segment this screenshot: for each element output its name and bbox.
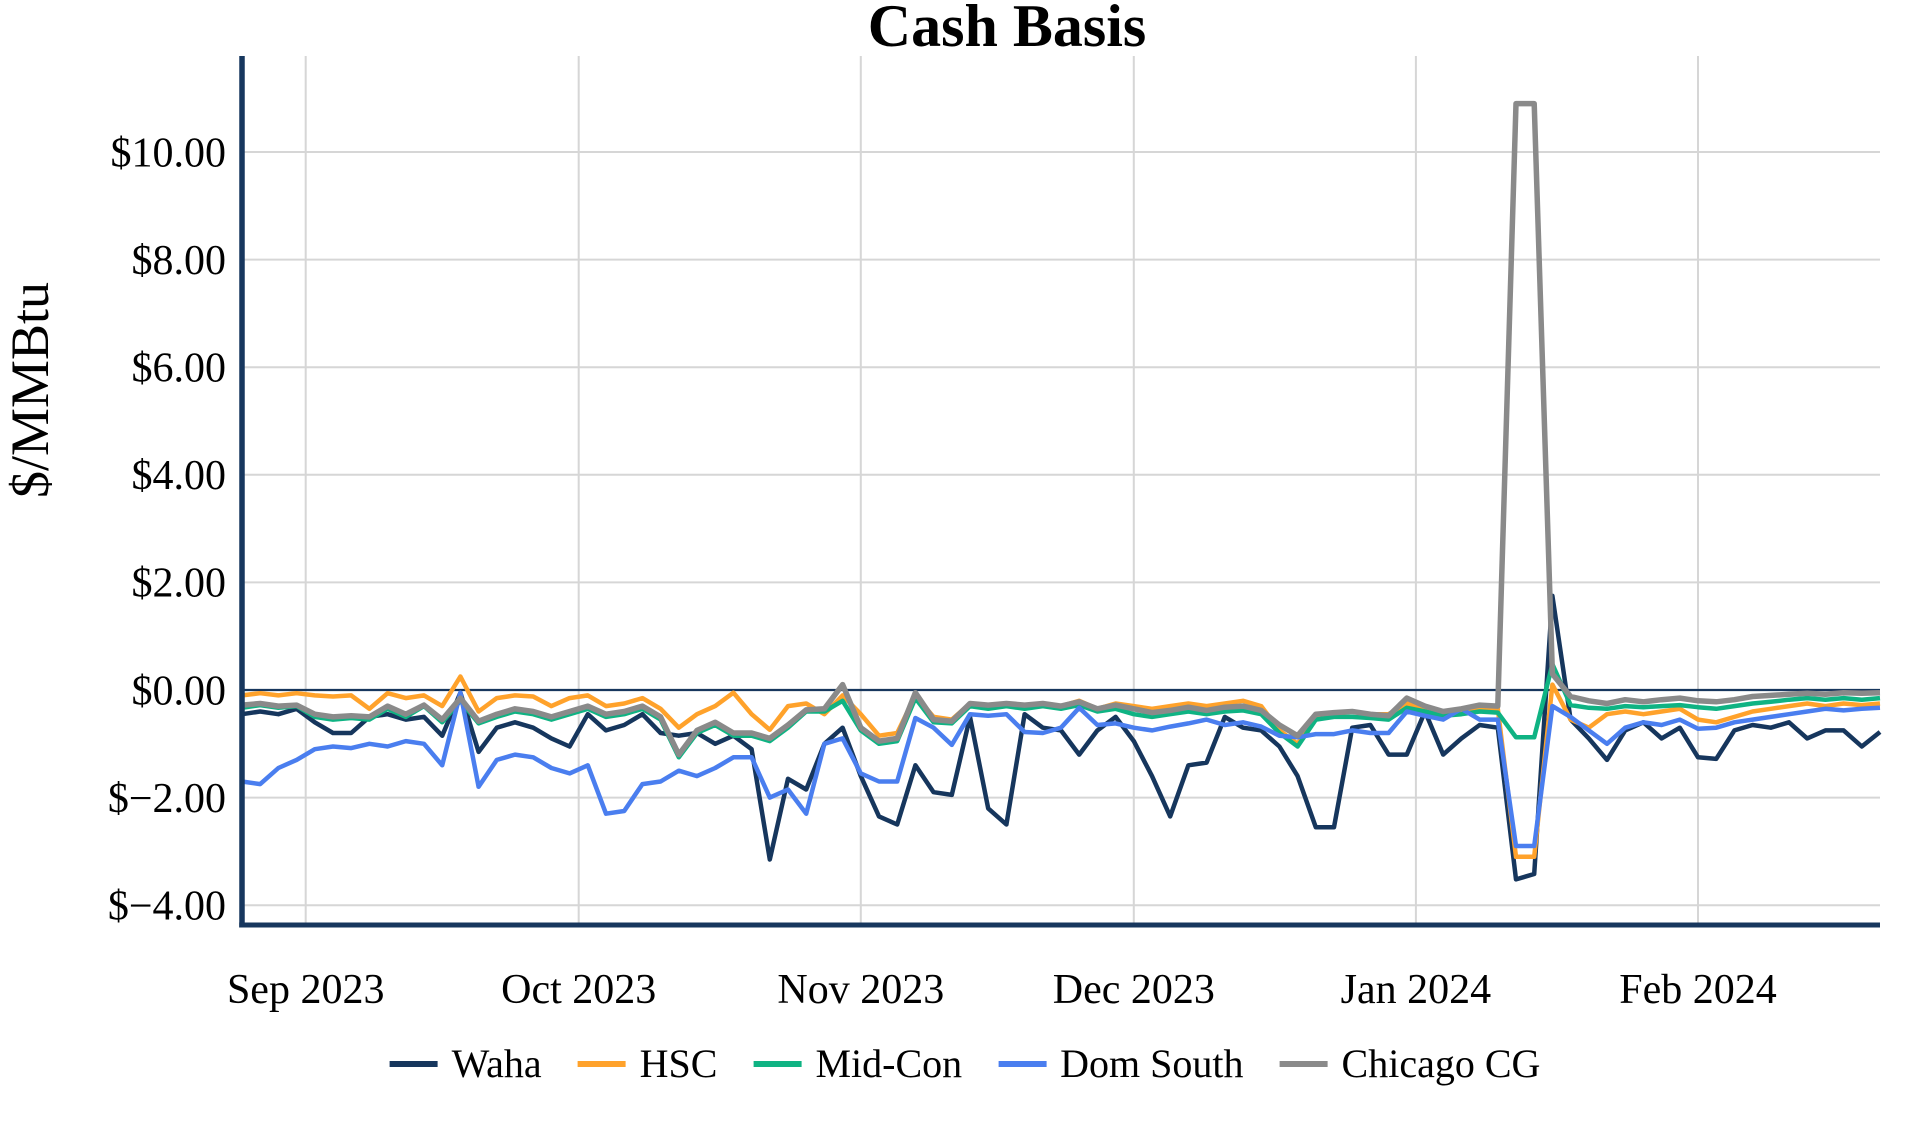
legend-swatch-icon <box>389 1060 438 1067</box>
legend-label: Waha <box>451 1041 542 1086</box>
series-line-chicago-cg <box>241 100 1881 758</box>
axes <box>239 56 1880 928</box>
legend-swatch-icon <box>753 1060 802 1067</box>
x-tick-label: Feb 2024 <box>1619 967 1777 1013</box>
legend-label: HSC <box>639 1041 718 1086</box>
y-tick-label: $0.00 <box>132 668 227 714</box>
legend-swatch-icon <box>998 1060 1047 1067</box>
y-tick-label: $8.00 <box>132 238 227 284</box>
x-tick-label: Sep 2023 <box>227 967 385 1013</box>
legend: Waha HSC Mid-Con Dom South Chicago CG <box>389 1040 1541 1087</box>
y-tick-label: $−4.00 <box>108 883 226 929</box>
chart-title: Cash Basis <box>867 0 1147 59</box>
series-lines <box>241 100 1882 882</box>
legend-label: Dom South <box>1060 1041 1244 1086</box>
legend-item-dom-south: Dom South <box>998 1040 1244 1087</box>
legend-swatch-icon <box>577 1060 626 1067</box>
x-tick-label: Dec 2023 <box>1053 967 1215 1013</box>
legend-label: Chicago CG <box>1341 1041 1541 1086</box>
y-tick-label: $6.00 <box>132 345 227 391</box>
legend-label: Mid-Con <box>815 1041 963 1086</box>
x-tick-labels: Sep 2023 Oct 2023 Nov 2023 Dec 2023 Jan 2024… <box>227 967 1777 1013</box>
x-tick-label: Oct 2023 <box>501 967 656 1013</box>
y-tick-label: $4.00 <box>132 453 227 499</box>
legend-swatch-icon <box>1279 1060 1328 1067</box>
series-line-dom-south <box>241 690 1881 849</box>
y-tick-label: $10.00 <box>111 130 227 176</box>
legend-item-hsc: HSC <box>577 1040 718 1087</box>
y-tick-labels: $10.00 $8.00 $6.00 $4.00 $2.00 $0.00 $−2.00 $−4… <box>108 130 226 929</box>
legend-item-chicago-cg: Chicago CG <box>1279 1040 1541 1087</box>
y-tick-label: $2.00 <box>132 561 227 607</box>
series-line-waha <box>241 593 1882 882</box>
x-tick-label: Nov 2023 <box>777 967 944 1013</box>
x-tick-label: Jan 2024 <box>1341 967 1492 1013</box>
legend-item-mid-con: Mid-Con <box>753 1040 962 1087</box>
legend-item-waha: Waha <box>389 1040 542 1087</box>
gridlines <box>242 56 1880 925</box>
y-tick-label: $−2.00 <box>108 776 226 822</box>
